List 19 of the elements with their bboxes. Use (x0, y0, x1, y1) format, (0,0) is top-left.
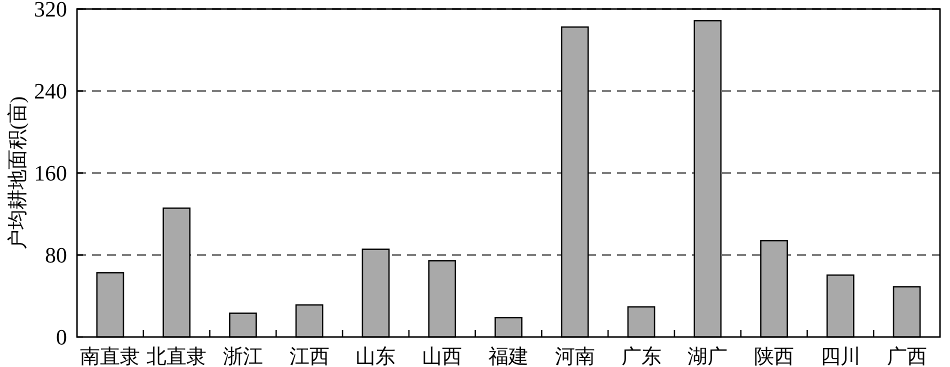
y-tick-label: 160 (34, 160, 67, 186)
x-tick-label: 浙江 (222, 346, 263, 367)
y-tick-label: 320 (34, 0, 67, 22)
x-tick-label: 福建 (488, 346, 528, 367)
y-axis-title: 户均耕地面积(亩) (7, 96, 29, 250)
x-tick-label: 广东 (621, 346, 662, 367)
x-tick-label: 广西 (886, 346, 927, 367)
x-tick-label: 山西 (422, 346, 462, 367)
x-tick-label: 湖广 (688, 346, 728, 367)
y-tick-label: 240 (34, 78, 67, 104)
x-tick-label: 北直隶 (146, 346, 207, 367)
x-tick-label: 山东 (356, 346, 396, 367)
x-tick-label: 江西 (289, 346, 330, 367)
x-tick-label: 南直隶 (80, 346, 140, 367)
y-tick-label: 0 (56, 324, 67, 350)
x-tick-label: 河南 (554, 346, 595, 367)
y-tick-label: 80 (45, 242, 67, 268)
x-tick-label: 陕西 (754, 346, 794, 367)
x-tick-label: 四川 (820, 346, 860, 367)
